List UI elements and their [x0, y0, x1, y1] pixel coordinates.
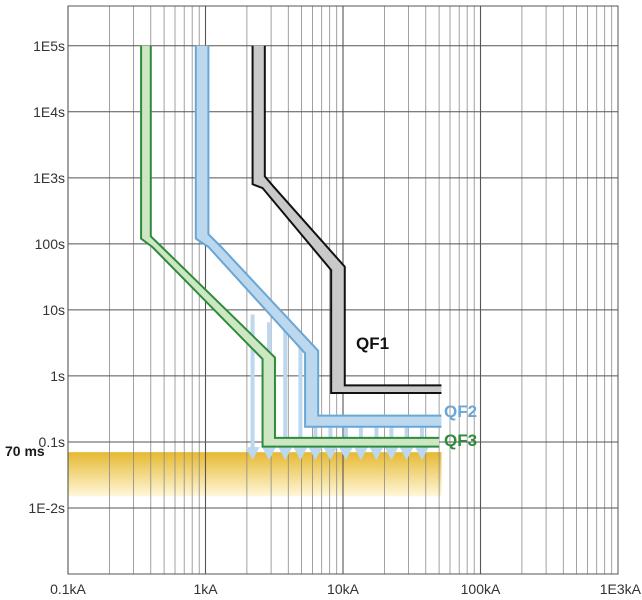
plot-frame [67, 5, 619, 575]
series-line-lower-qf2 [194, 45, 442, 428]
series-line-upper-qf2 [207, 45, 442, 417]
x-tick-label: 10kA [327, 581, 360, 597]
x-tick-label: 1E3kA [600, 581, 642, 597]
threshold-label: 70 ms [5, 443, 45, 459]
series-label-qf1: QF1 [356, 334, 389, 353]
y-tick-label: 10s [42, 302, 65, 318]
y-tick-label: 1E5s [33, 38, 65, 54]
y-tick-label: 1E4s [33, 104, 65, 120]
series-line-lower-qf3 [140, 45, 440, 448]
x-tick-label: 1kA [193, 581, 218, 597]
y-tick-label: 100s [35, 236, 65, 252]
y-tick-label: 1E-2s [28, 500, 65, 516]
y-tick-label: 1s [50, 368, 65, 384]
series-qf3 [140, 45, 440, 448]
arrow-mark [293, 339, 308, 461]
series-label-qf3: QF3 [444, 431, 477, 450]
x-tick-label: 0.1kA [50, 581, 86, 597]
series-qf2 [194, 45, 442, 428]
threshold-band [68, 452, 442, 497]
series-line-upper-qf3 [149, 45, 440, 439]
series-line-upper-qf1 [263, 45, 442, 387]
series-band-qf1 [252, 45, 442, 394]
y-tick-label: 1E3s [33, 170, 65, 186]
series-qf1 [251, 45, 442, 395]
x-tick-label: 100kA [461, 581, 501, 597]
series-line-lower-qf1 [251, 45, 442, 395]
arrow-mark [278, 329, 293, 461]
series-label-qf2: QF2 [444, 402, 477, 421]
y-tick-label: 0.1s [39, 434, 65, 450]
